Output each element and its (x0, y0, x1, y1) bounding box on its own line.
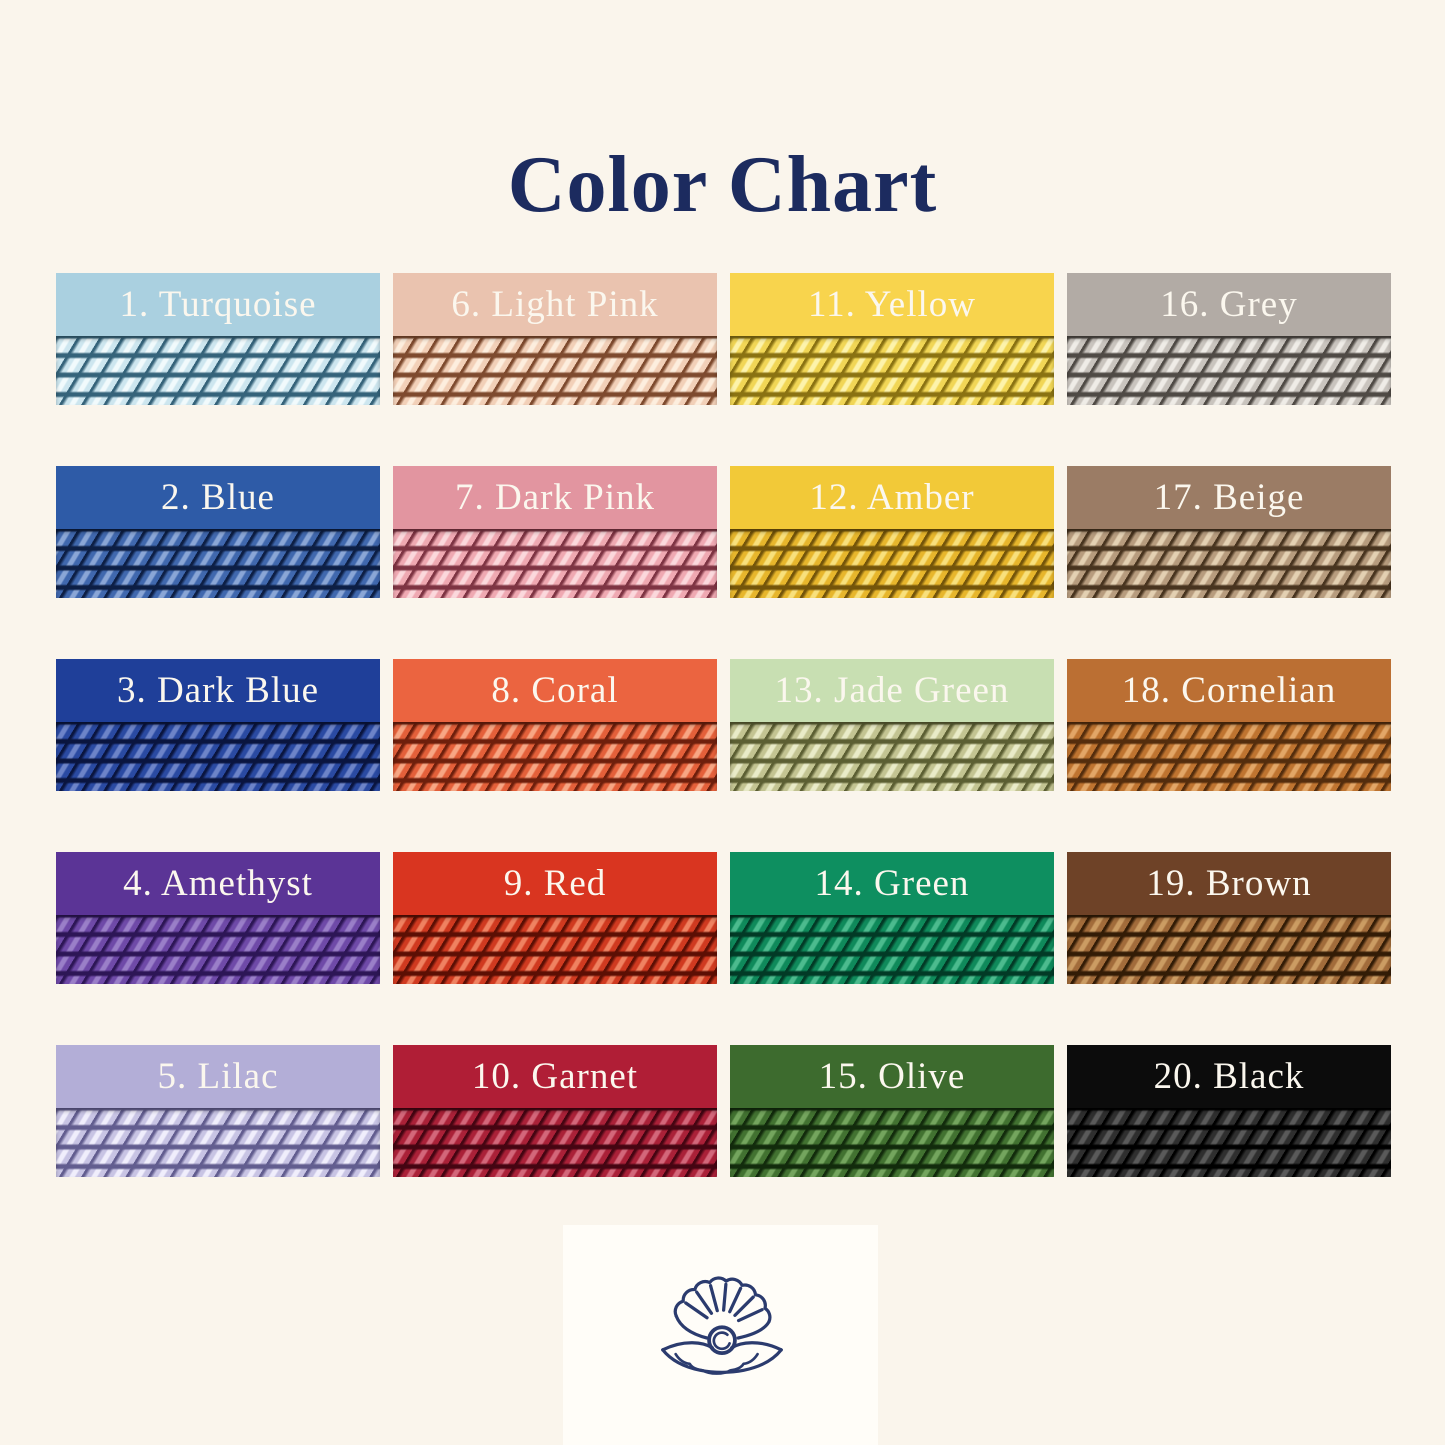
swatch-label: 10. Garnet (471, 1056, 639, 1097)
cord-photo (730, 529, 1054, 598)
cord-photo (56, 336, 380, 405)
swatch-label: 2. Blue (161, 477, 275, 518)
cord-photo (1067, 1108, 1391, 1177)
swatch-cell-jade-green: 13. Jade Green (730, 659, 1054, 791)
cord-photo (56, 529, 380, 598)
swatch-color-band: 16. Grey (1067, 273, 1391, 336)
swatch-cell-beige: 17. Beige (1067, 466, 1391, 598)
swatch-color-band: 1. Turquoise (56, 273, 380, 336)
swatch-label: 8. Coral (491, 670, 619, 711)
cord-photo (393, 915, 717, 984)
page-title: Color Chart (507, 140, 938, 229)
swatch-cell-olive: 15. Olive (730, 1045, 1054, 1177)
swatch-label: 1. Turquoise (119, 284, 317, 325)
swatch-label: 4. Amethyst (123, 863, 313, 904)
cord-photo (1067, 722, 1391, 791)
swatch-color-band: 20. Black (1067, 1045, 1391, 1108)
swatch-cell-amber: 12. Amber (730, 466, 1054, 598)
swatch-label: 13. Jade Green (774, 670, 1010, 711)
swatch-color-band: 5. Lilac (56, 1045, 380, 1108)
cord-photo (1067, 529, 1391, 598)
swatch-color-band: 11. Yellow (730, 273, 1054, 336)
swatch-label: 14. Green (814, 863, 970, 904)
swatch-color-band: 3. Dark Blue (56, 659, 380, 722)
swatch-cell-coral: 8. Coral (393, 659, 717, 791)
swatch-label: 5. Lilac (157, 1056, 279, 1097)
swatch-label: 16. Grey (1160, 284, 1298, 325)
swatch-cell-cornelian: 18. Cornelian (1067, 659, 1391, 791)
swatch-cell-dark-blue: 3. Dark Blue (56, 659, 380, 791)
swatch-color-band: 12. Amber (730, 466, 1054, 529)
cord-photo (1067, 915, 1391, 984)
swatch-label: 6. Light Pink (451, 284, 659, 325)
swatch-color-band: 7. Dark Pink (393, 466, 717, 529)
swatch-label: 11. Yellow (808, 284, 976, 325)
cord-photo (730, 336, 1054, 405)
swatch-color-band: 2. Blue (56, 466, 380, 529)
swatch-color-band: 8. Coral (393, 659, 717, 722)
swatch-color-band: 17. Beige (1067, 466, 1391, 529)
swatch-label: 3. Dark Blue (116, 670, 320, 711)
swatch-color-band: 9. Red (393, 852, 717, 915)
swatch-color-band: 18. Cornelian (1067, 659, 1391, 722)
swatch-label: 20. Black (1153, 1056, 1305, 1097)
cord-photo (393, 529, 717, 598)
footer-box (563, 1225, 878, 1445)
swatch-cell-dark-pink: 7. Dark Pink (393, 466, 717, 598)
swatch-cell-red: 9. Red (393, 852, 717, 984)
swatch-cell-yellow: 11. Yellow (730, 273, 1054, 405)
swatch-color-band: 14. Green (730, 852, 1054, 915)
swatch-color-band: 6. Light Pink (393, 273, 717, 336)
cord-photo (56, 915, 380, 984)
swatch-cell-lilac: 5. Lilac (56, 1045, 380, 1177)
swatch-color-band: 15. Olive (730, 1045, 1054, 1108)
swatch-color-band: 13. Jade Green (730, 659, 1054, 722)
swatch-label: 15. Olive (818, 1056, 966, 1097)
cord-photo (393, 336, 717, 405)
swatch-cell-brown: 19. Brown (1067, 852, 1391, 984)
swatch-color-band: 10. Garnet (393, 1045, 717, 1108)
color-grid: 1. Turquoise 6. Light Pink 11. Yellow 16… (56, 273, 1391, 1177)
swatch-label: 17. Beige (1153, 477, 1305, 518)
cord-photo (730, 915, 1054, 984)
shell-pearl-logo-icon (661, 1276, 783, 1375)
swatch-cell-green: 14. Green (730, 852, 1054, 984)
swatch-color-band: 19. Brown (1067, 852, 1391, 915)
swatch-cell-blue: 2. Blue (56, 466, 380, 598)
swatch-label: 9. Red (503, 863, 607, 904)
cord-photo (393, 1108, 717, 1177)
swatch-cell-black: 20. Black (1067, 1045, 1391, 1177)
swatch-cell-grey: 16. Grey (1067, 273, 1391, 405)
cord-photo (1067, 336, 1391, 405)
swatch-cell-amethyst: 4. Amethyst (56, 852, 380, 984)
cord-photo (393, 722, 717, 791)
swatch-color-band: 4. Amethyst (56, 852, 380, 915)
swatch-label: 19. Brown (1146, 863, 1312, 904)
cord-photo (730, 1108, 1054, 1177)
swatch-label: 7. Dark Pink (454, 477, 656, 518)
cord-photo (56, 1108, 380, 1177)
swatch-label: 12. Amber (809, 477, 975, 518)
swatch-cell-garnet: 10. Garnet (393, 1045, 717, 1177)
cord-photo (730, 722, 1054, 791)
swatch-label: 18. Cornelian (1121, 670, 1337, 711)
cord-photo (56, 722, 380, 791)
swatch-cell-turquoise: 1. Turquoise (56, 273, 380, 405)
swatch-cell-light-pink: 6. Light Pink (393, 273, 717, 405)
